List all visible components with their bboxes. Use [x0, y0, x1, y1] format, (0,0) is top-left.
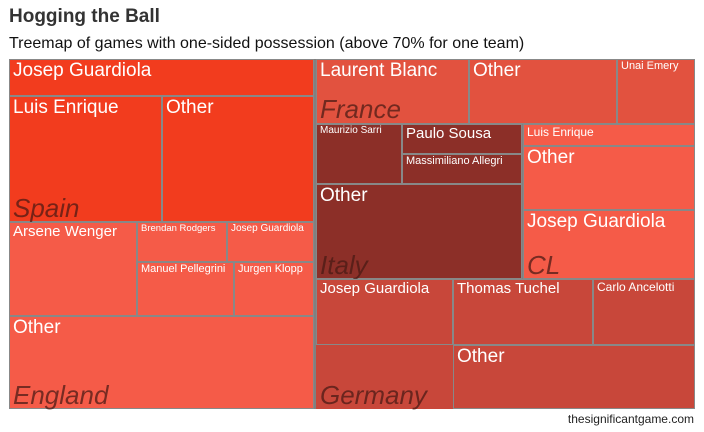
treemap-cell-france-unai-emery: Unai Emery: [617, 59, 695, 124]
treemap-cell-label: Arsene Wenger: [13, 223, 117, 240]
treemap-cell-germany-other: Other: [453, 345, 695, 409]
treemap-cell-label: Carlo Ancelotti: [597, 280, 675, 294]
treemap-cell-germany-carlo-ancelotti: Carlo Ancelotti: [593, 279, 695, 345]
treemap-cell-label: Unai Emery: [621, 60, 679, 72]
treemap-cell-label: Brendan Rodgers: [141, 223, 216, 234]
treemap-region-label-cl: CL: [527, 250, 561, 280]
source-caption: thesignificantgame.com: [567, 412, 694, 426]
chart-subtitle: Treemap of games with one-sided possessi…: [9, 35, 525, 52]
treemap-region-label-germany: Germany: [320, 380, 427, 410]
treemap-cell-cl-luis-enrique: Luis Enrique: [523, 124, 695, 146]
treemap-region-label-england: England: [13, 380, 109, 410]
treemap-cell-italy-other: Other: [316, 184, 522, 279]
treemap-cell-label: Josep Guardiola: [320, 280, 430, 297]
treemap-cell-label: Josep Guardiola: [231, 223, 304, 234]
treemap: Josep Guardiola Luis Enrique Other Spain Ars…: [9, 59, 695, 409]
treemap-cell-label: Maurizio Sarri: [320, 125, 382, 136]
treemap-cell-label: Other: [457, 346, 505, 367]
treemap-cell-england-manuel-pellegrini: Manuel Pellegrini: [137, 262, 234, 316]
treemap-cell-england-jurgen-klopp: Jurgen Klopp: [234, 262, 314, 316]
treemap-cell-italy-massimiliano-allegri: Massimiliano Allegri: [402, 154, 522, 184]
treemap-cell-label: Luis Enrique: [13, 97, 119, 118]
treemap-cell-england-arsene-wenger: Arsene Wenger: [9, 222, 137, 316]
treemap-cell-label: Josep Guardiola: [527, 211, 666, 232]
treemap-cell-england-brendan-rodgers: Brendan Rodgers: [137, 222, 227, 262]
treemap-cell-label: Luis Enrique: [527, 125, 594, 139]
treemap-cell-label: Jurgen Klopp: [238, 263, 303, 275]
treemap-cell-germany-josep-guardiola: Josep Guardiola: [316, 279, 453, 345]
chart-title: Hogging the Ball: [9, 6, 160, 27]
treemap-cell-label: Paulo Sousa: [406, 125, 492, 142]
treemap-cell-france-other: Other: [469, 59, 617, 124]
treemap-cell-spain-luis-enrique: Luis Enrique: [9, 96, 162, 222]
treemap-cell-label: Manuel Pellegrini: [141, 263, 226, 275]
treemap-region-label-france: France: [320, 94, 401, 124]
treemap-cell-italy-paulo-sousa: Paulo Sousa: [402, 124, 522, 154]
treemap-region-label-italy: Italy: [320, 250, 368, 280]
treemap-cell-label: Other: [13, 317, 61, 338]
treemap-cell-label: Massimiliano Allegri: [406, 155, 503, 167]
treemap-cell-cl-other: Other: [523, 146, 695, 210]
treemap-cell-italy-maurizio-sarri: Maurizio Sarri: [316, 124, 402, 184]
treemap-cell-cl-josep-guardiola: Josep Guardiola: [523, 210, 695, 279]
treemap-cell-label: Other: [473, 60, 521, 81]
treemap-cell-label: Other: [166, 97, 214, 118]
treemap-cell-spain-josep-guardiola: Josep Guardiola: [9, 59, 314, 96]
treemap-cell-label: Other: [320, 185, 368, 206]
treemap-cell-label: Thomas Tuchel: [457, 280, 560, 297]
treemap-cell-label: Other: [527, 147, 575, 168]
treemap-region-label-spain: Spain: [13, 193, 80, 223]
treemap-cell-england-other: Other: [9, 316, 314, 409]
treemap-cell-france-laurent-blanc: Laurent Blanc: [316, 59, 469, 124]
treemap-cell-label: Laurent Blanc: [320, 60, 438, 81]
treemap-cell-germany-thomas-tuchel: Thomas Tuchel: [453, 279, 593, 345]
treemap-cell-label: Josep Guardiola: [13, 60, 152, 81]
treemap-cell-england-josep-guardiola: Josep Guardiola: [227, 222, 314, 262]
treemap-cell-spain-other: Other: [162, 96, 314, 222]
